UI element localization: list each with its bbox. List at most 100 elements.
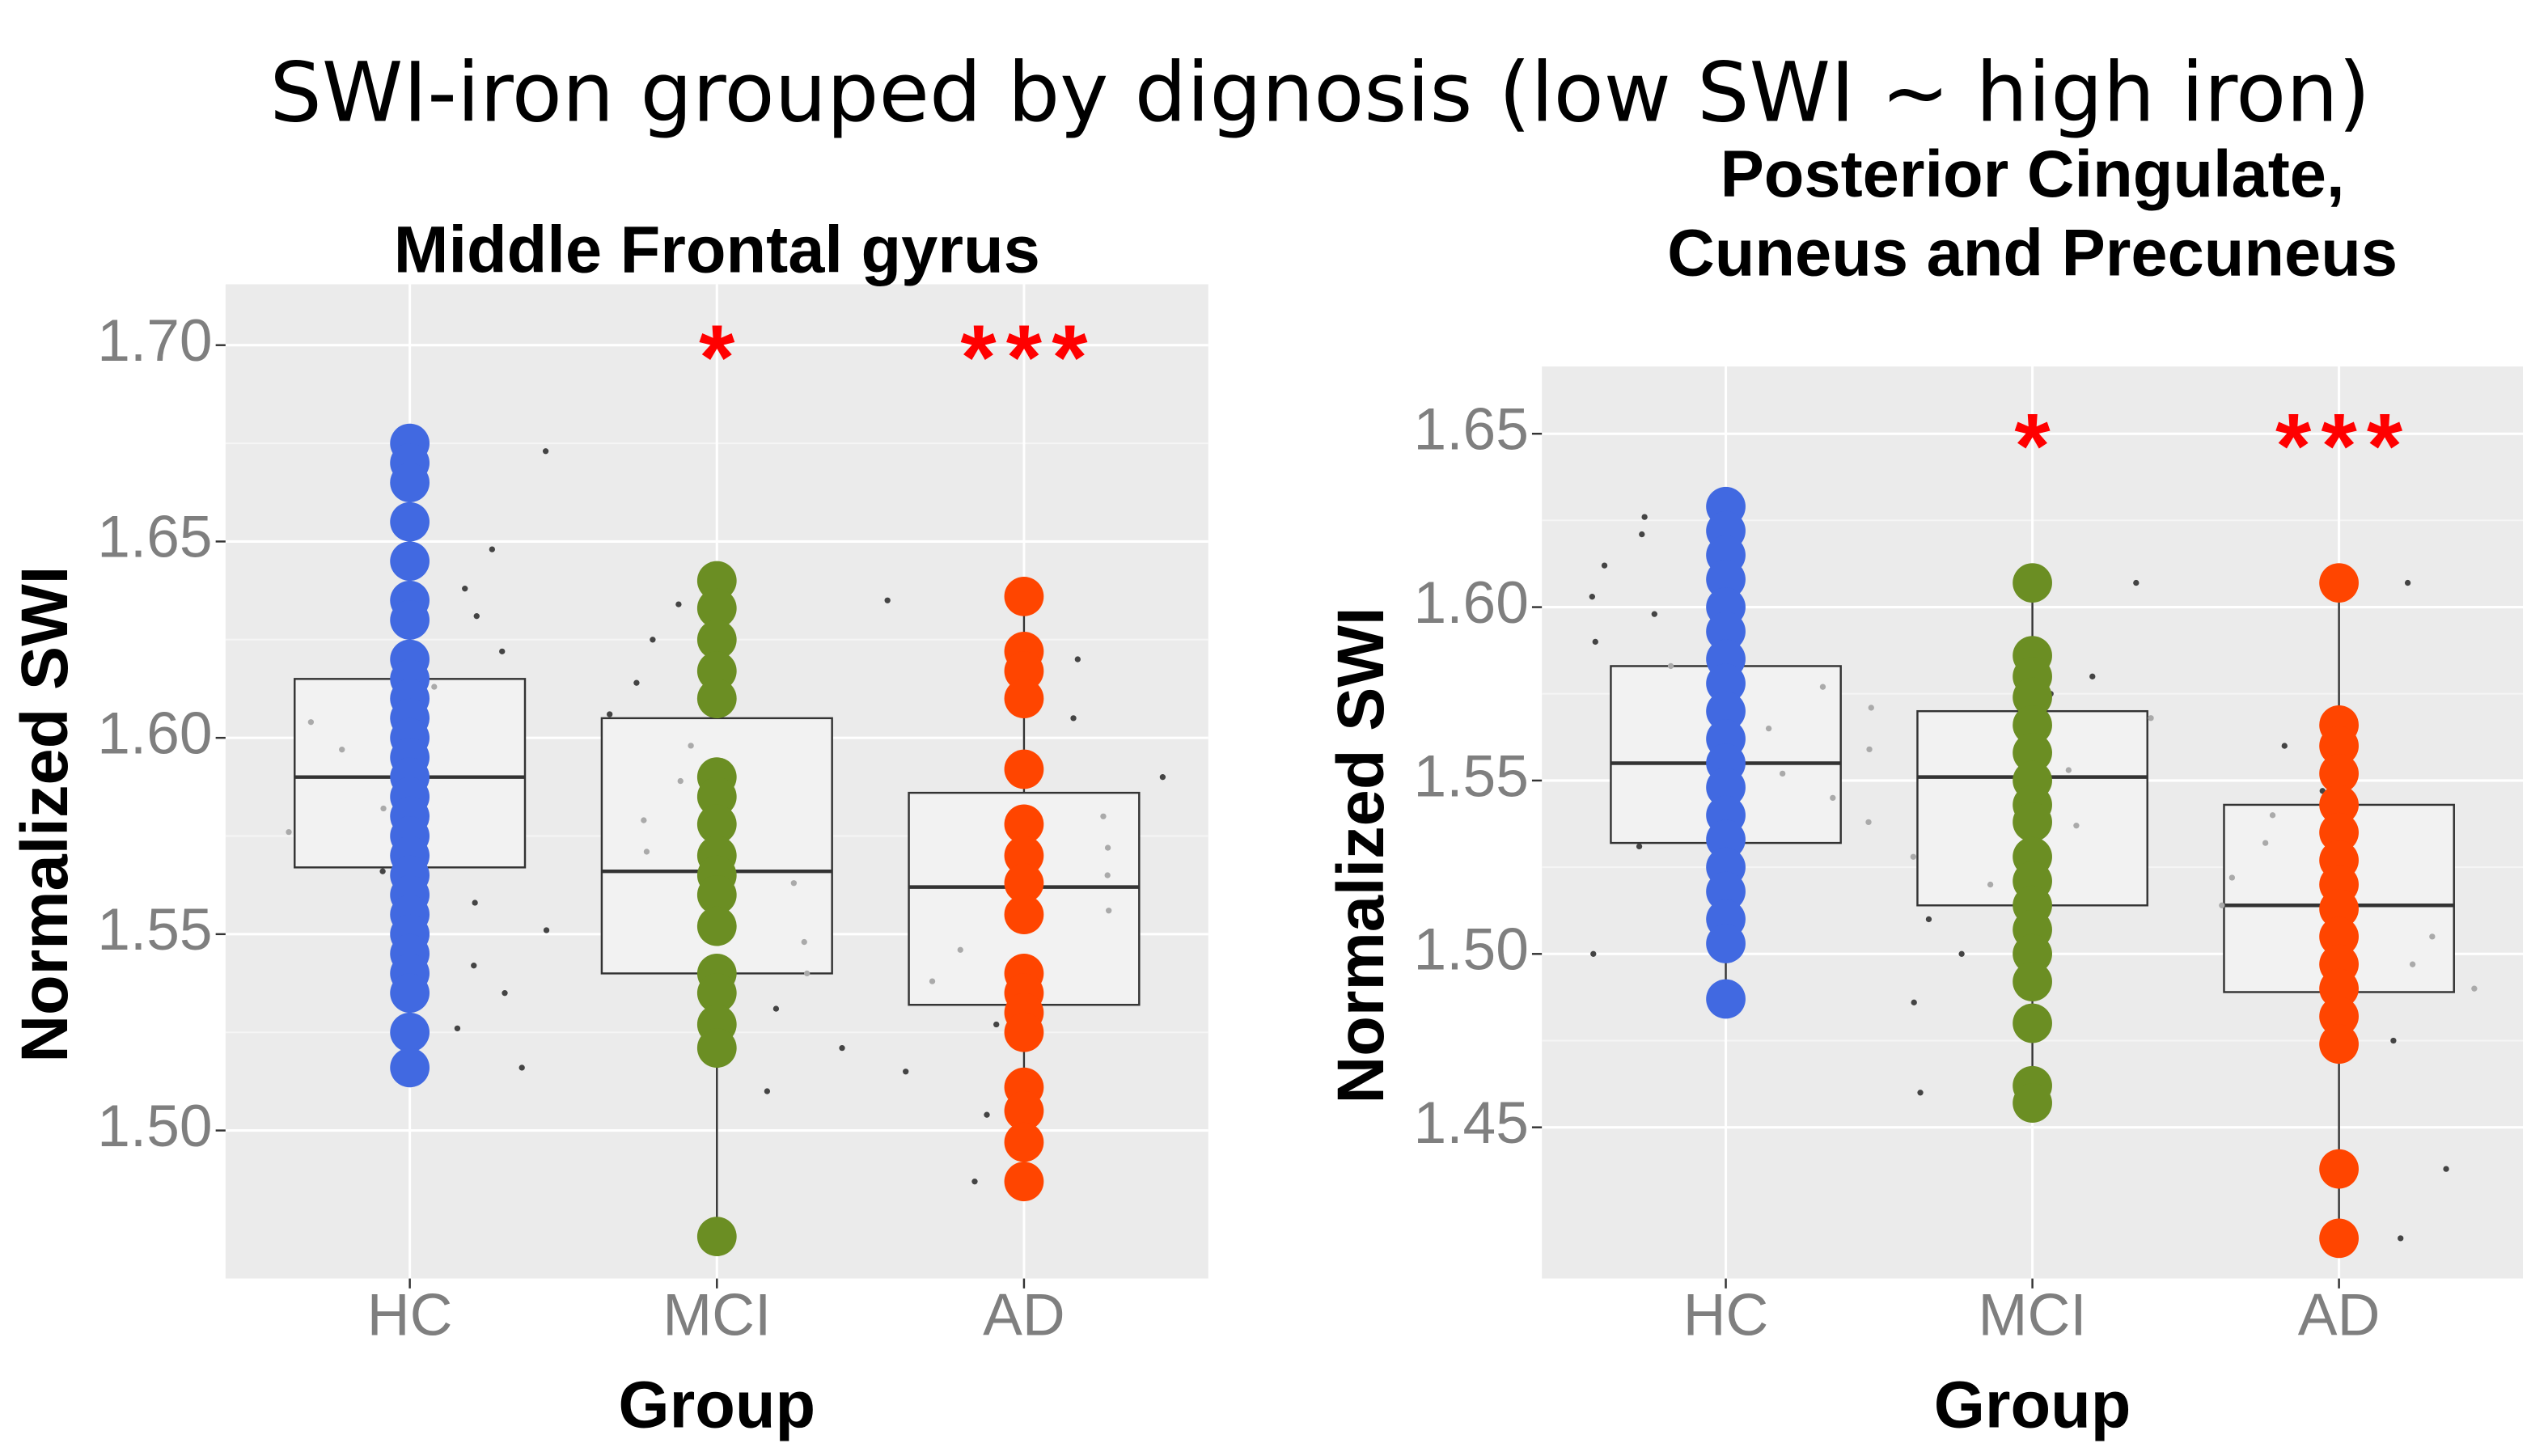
- dot: [2013, 962, 2052, 1001]
- jitter-point: [1589, 594, 1595, 600]
- jitter-point: [472, 899, 478, 906]
- jitter-point: [471, 963, 477, 969]
- dot: [1706, 979, 1746, 1019]
- dot: [2319, 997, 2359, 1036]
- jitter-point: [2443, 1166, 2449, 1172]
- dot: [390, 973, 430, 1014]
- x-tick-label: HC: [1683, 1283, 1769, 1348]
- dot: [2013, 733, 2052, 773]
- jitter-point: [607, 711, 613, 717]
- dot: [2013, 933, 2052, 974]
- y-tick-label: 1.60: [1414, 570, 1529, 636]
- x-axis-title: Group: [1934, 1369, 2131, 1442]
- jitter-point: [1601, 562, 1608, 569]
- dot: [696, 973, 737, 1014]
- dot: [2319, 1024, 2359, 1064]
- jitter-point: [903, 1069, 909, 1075]
- jitter-point: [2073, 823, 2080, 829]
- jitter-point: [2262, 840, 2269, 846]
- y-tick-label: 1.70: [97, 308, 212, 374]
- jitter-point: [1074, 656, 1081, 662]
- jitter-point: [473, 613, 480, 620]
- jitter-point: [1159, 774, 1166, 781]
- dot: [2319, 1149, 2359, 1189]
- jitter-point: [790, 880, 798, 887]
- dot: [1004, 577, 1044, 616]
- dot: [1004, 1162, 1044, 1202]
- jitter-point: [2148, 715, 2154, 722]
- jitter-point: [1830, 794, 1836, 802]
- jitter-point: [1911, 999, 1917, 1005]
- jitter-point: [1917, 1090, 1924, 1096]
- jitter-point: [971, 1179, 978, 1185]
- jitter-point: [1819, 684, 1826, 690]
- x-axis-title: Group: [618, 1369, 815, 1442]
- jitter-point: [2398, 1235, 2404, 1242]
- dot: [696, 651, 737, 691]
- jitter-point: [1765, 725, 1772, 732]
- jitter-point: [1590, 950, 1597, 957]
- jitter-point: [1667, 662, 1674, 670]
- significance-label: *: [699, 307, 744, 409]
- jitter-point: [1100, 813, 1107, 819]
- panel: 1.45 1.50 1.55 1.60 1.65 HC MCI * AD *** Posterior…: [1324, 138, 2524, 1442]
- jitter-point: [518, 1064, 525, 1071]
- dot: [390, 541, 430, 582]
- jitter-point: [2404, 579, 2411, 586]
- dot: [2319, 1218, 2359, 1259]
- y-tick-label: 1.45: [1414, 1090, 1529, 1156]
- dot: [696, 620, 737, 660]
- dot: [2013, 1083, 2052, 1124]
- dot: [2013, 563, 2052, 603]
- jitter-point: [2089, 673, 2096, 679]
- dot: [2013, 677, 2052, 717]
- jitter-point: [929, 978, 936, 984]
- dot: [390, 463, 430, 502]
- significance-label: ***: [960, 307, 1097, 409]
- jitter-point: [2281, 743, 2288, 749]
- jitter-point: [2409, 961, 2416, 967]
- jitter-point: [2065, 767, 2072, 773]
- jitter-point: [2133, 579, 2140, 586]
- jitter-point: [1987, 881, 1994, 888]
- jitter-point: [2429, 933, 2436, 940]
- y-axis-title: Normalized SWI: [8, 566, 82, 1063]
- jitter-point: [650, 637, 656, 643]
- jitter-point: [1592, 638, 1598, 645]
- jitter-point: [803, 970, 811, 977]
- jitter-point: [339, 747, 345, 753]
- dot: [696, 906, 737, 946]
- dot: [696, 561, 737, 601]
- figure-title: SWI-iron grouped by dignosis (low SWI ~ …: [269, 45, 2370, 141]
- significance-label: *: [2014, 396, 2059, 498]
- dot: [696, 588, 737, 629]
- jitter-point: [1639, 531, 1645, 538]
- dot: [1706, 612, 1746, 651]
- jitter-point: [633, 679, 640, 686]
- y-axis-title: Normalized SWI: [1324, 607, 1398, 1103]
- y-tick-label: 1.65: [1414, 397, 1529, 463]
- jitter-point: [1651, 611, 1657, 617]
- dot: [696, 874, 737, 915]
- dot: [1004, 836, 1044, 876]
- dot: [2319, 785, 2359, 825]
- jitter-point: [2228, 874, 2236, 881]
- dot: [1706, 691, 1746, 731]
- dot: [1706, 819, 1746, 860]
- jitter-point: [984, 1111, 990, 1118]
- y-tick-label: 1.55: [97, 897, 212, 963]
- jitter-point: [677, 777, 684, 785]
- jitter-point: [542, 448, 549, 455]
- jitter-point: [764, 1088, 771, 1094]
- dot: [390, 502, 430, 542]
- jitter-point: [1958, 950, 1965, 957]
- jitter-point: [307, 719, 315, 726]
- dot: [2319, 916, 2359, 957]
- jitter-point: [286, 828, 292, 836]
- jitter-point: [502, 990, 508, 997]
- jitter-point: [1866, 746, 1873, 753]
- dot: [1706, 559, 1746, 599]
- jitter-point: [1865, 819, 1872, 826]
- dot: [390, 600, 430, 640]
- jitter-point: [2390, 1037, 2397, 1044]
